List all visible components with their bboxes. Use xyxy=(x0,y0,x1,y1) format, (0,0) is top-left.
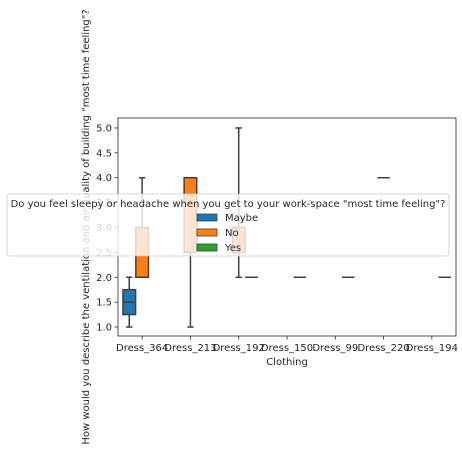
legend-entries: Maybe No Yes xyxy=(196,213,258,254)
y-tick-label: 5.0 xyxy=(96,123,112,134)
legend-label-yes: Yes xyxy=(224,243,241,254)
x-tick-label: Dress_364 xyxy=(116,343,168,354)
x-tick-label: Dress_194 xyxy=(406,343,458,354)
box-maybe-dress_364 xyxy=(122,276,137,328)
legend-box xyxy=(6,193,450,257)
y-tick-label: 1.0 xyxy=(96,323,112,334)
y-tick-label: 2.0 xyxy=(96,273,112,284)
legend-swatch-maybe xyxy=(196,213,218,222)
legend: Do you feel sleepy or headache when you … xyxy=(6,193,450,257)
legend-title: Do you feel sleepy or headache when you … xyxy=(11,199,446,210)
y-tick-label: 4.0 xyxy=(96,173,112,184)
x-tick-label: Dress_150 xyxy=(261,343,313,354)
y-tick-label: 1.5 xyxy=(96,298,112,309)
y-tick-label: 4.5 xyxy=(96,148,112,159)
x-tick-label: Dress_99 xyxy=(312,343,358,354)
x-tick-label: Dress_220 xyxy=(357,343,409,354)
legend-swatch-no xyxy=(196,228,218,237)
x-axis-label: Clothing xyxy=(266,357,308,368)
legend-label-maybe: Maybe xyxy=(225,213,258,224)
legend-swatch-yes xyxy=(196,243,218,252)
x-tick-label: Dress_213 xyxy=(164,343,216,354)
x-tick-label: Dress_192 xyxy=(213,343,265,354)
legend-label-no: No xyxy=(225,228,239,239)
